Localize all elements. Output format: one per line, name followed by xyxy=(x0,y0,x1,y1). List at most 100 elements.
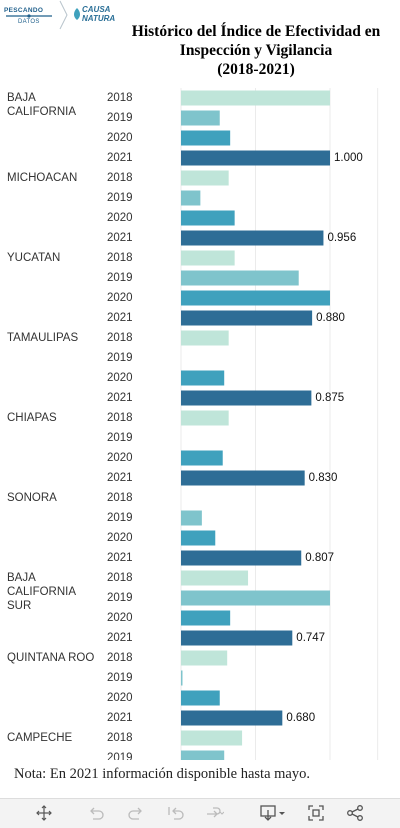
bar[interactable] xyxy=(181,670,183,686)
state-label: CALIFORNIA xyxy=(7,106,76,118)
bar[interactable] xyxy=(181,310,313,326)
bar[interactable] xyxy=(181,530,216,546)
year-label: 2018 xyxy=(107,572,133,584)
value-label: 0.830 xyxy=(309,472,338,484)
bar[interactable] xyxy=(181,570,249,586)
bar[interactable] xyxy=(181,230,324,246)
share-button[interactable] xyxy=(344,803,366,823)
logo-causa-line1: CAUSA xyxy=(82,5,111,14)
year-label: 2018 xyxy=(107,172,133,184)
bar[interactable] xyxy=(181,110,220,126)
bar[interactable] xyxy=(181,170,229,186)
year-label: 2020 xyxy=(107,212,133,224)
year-label: 2018 xyxy=(107,92,133,104)
year-label: 2020 xyxy=(107,292,133,304)
bar[interactable] xyxy=(181,450,223,466)
year-label: 2019 xyxy=(107,592,133,604)
year-label: 2018 xyxy=(107,732,133,744)
bar[interactable] xyxy=(181,690,220,706)
year-label: 2021 xyxy=(107,632,133,644)
bar[interactable] xyxy=(181,610,231,626)
state-label: SUR xyxy=(7,600,31,612)
bar[interactable] xyxy=(181,290,330,306)
year-label: 2020 xyxy=(107,452,133,464)
bar[interactable] xyxy=(181,250,235,266)
revert-button[interactable] xyxy=(165,803,187,823)
year-label: 2021 xyxy=(107,392,133,404)
redo-button[interactable] xyxy=(125,803,147,823)
year-label: 2021 xyxy=(107,712,133,724)
state-label: MICHOACAN xyxy=(7,172,77,184)
value-label: 1.000 xyxy=(334,152,363,164)
causa-natura-logo: CAUSA NATURA xyxy=(72,3,118,27)
move-button[interactable] xyxy=(33,803,55,823)
year-label: 2021 xyxy=(107,552,133,564)
move-icon xyxy=(36,805,52,821)
bar[interactable] xyxy=(181,90,330,106)
chart-title-line-2: Inspección y Vigilancia xyxy=(179,42,333,59)
bar[interactable] xyxy=(181,550,302,566)
year-label: 2018 xyxy=(107,652,133,664)
year-label: 2019 xyxy=(107,272,133,284)
revert-icon xyxy=(168,807,184,820)
bar[interactable] xyxy=(181,750,225,761)
state-label: CHIAPAS xyxy=(7,412,57,424)
bar[interactable] xyxy=(181,370,225,386)
bar[interactable] xyxy=(181,410,229,426)
year-label: 2018 xyxy=(107,252,133,264)
bar[interactable] xyxy=(181,650,228,666)
state-label: QUINTANA ROO xyxy=(7,652,94,664)
download-button[interactable] xyxy=(258,803,288,823)
fullscreen-icon xyxy=(308,805,324,821)
bar[interactable] xyxy=(181,330,229,346)
bar[interactable] xyxy=(181,150,330,166)
bar[interactable] xyxy=(181,130,231,146)
year-label: 2020 xyxy=(107,372,133,384)
redo-icon xyxy=(128,807,142,820)
state-label: YUCATAN xyxy=(7,252,60,264)
bar[interactable] xyxy=(181,390,312,406)
year-label: 2020 xyxy=(107,132,133,144)
state-label: TAMAULIPAS xyxy=(7,332,78,344)
fullscreen-button[interactable] xyxy=(305,803,327,823)
year-label: 2021 xyxy=(107,472,133,484)
value-label: 0.956 xyxy=(327,232,356,244)
leaf-icon xyxy=(74,8,80,20)
bar[interactable] xyxy=(181,710,283,726)
undo-icon xyxy=(90,807,104,820)
state-label: BAJA xyxy=(7,572,36,584)
value-label: 0.807 xyxy=(305,552,334,564)
year-label: 2019 xyxy=(107,192,133,204)
year-label: 2019 xyxy=(107,512,133,524)
value-label: 0.680 xyxy=(286,712,315,724)
chart-title-line-1: Histórico del Índice de Efectividad en xyxy=(131,23,381,40)
year-label: 2019 xyxy=(107,752,133,760)
state-label: CALIFORNIA xyxy=(7,586,76,598)
value-label: 0.747 xyxy=(296,632,325,644)
download-icon xyxy=(260,805,285,821)
bar[interactable] xyxy=(181,210,235,226)
bar[interactable] xyxy=(181,270,299,286)
year-label: 2020 xyxy=(107,612,133,624)
refresh-button[interactable] xyxy=(203,803,225,823)
value-label: 0.880 xyxy=(316,312,345,324)
state-label: SONORA xyxy=(7,492,57,504)
toolbar xyxy=(0,798,400,828)
logo-pescando-line2: DATOS xyxy=(18,19,40,25)
logo-divider-icon xyxy=(59,0,68,30)
undo-button[interactable] xyxy=(85,803,107,823)
footnote: Nota: En 2021 información disponible has… xyxy=(14,766,310,782)
value-label: 0.875 xyxy=(315,392,344,404)
year-label: 2019 xyxy=(107,112,133,124)
year-label: 2019 xyxy=(107,672,133,684)
bar[interactable] xyxy=(181,590,330,606)
year-label: 2019 xyxy=(107,432,133,444)
bar[interactable] xyxy=(181,510,202,526)
year-label: 2021 xyxy=(107,232,133,244)
year-label: 2018 xyxy=(107,332,133,344)
year-label: 2020 xyxy=(107,692,133,704)
bar[interactable] xyxy=(181,730,243,746)
bar[interactable] xyxy=(181,470,305,486)
bar[interactable] xyxy=(181,190,201,206)
bar[interactable] xyxy=(181,630,293,646)
